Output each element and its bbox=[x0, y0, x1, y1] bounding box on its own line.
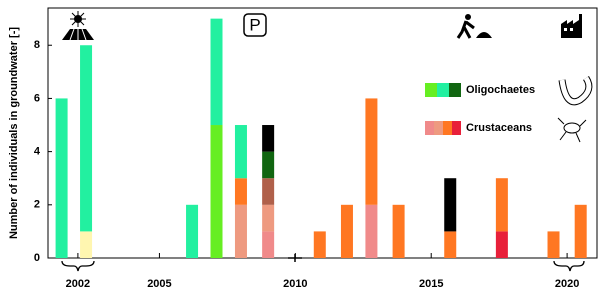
bar-segment bbox=[80, 231, 93, 258]
bar-segment bbox=[234, 204, 247, 258]
parking-label: P bbox=[249, 15, 260, 34]
field-icon bbox=[62, 11, 94, 41]
bar-segment bbox=[55, 98, 68, 258]
y-axis-label: Number of individuals in groundwater [-] bbox=[8, 27, 20, 239]
legend-swatch bbox=[434, 121, 443, 135]
y-tick-label: 8 bbox=[34, 39, 40, 51]
legend-swatch bbox=[443, 121, 452, 135]
bar-segment bbox=[495, 178, 508, 232]
bar-segment bbox=[210, 125, 223, 259]
y-tick-label: 4 bbox=[34, 146, 41, 158]
y-tick-label: 0 bbox=[34, 252, 40, 264]
crustacean-icon bbox=[557, 117, 587, 143]
x-tick-label: 2015 bbox=[419, 278, 443, 290]
brace bbox=[61, 260, 95, 272]
x-tick-label: 2020 bbox=[555, 278, 579, 290]
bar-segment bbox=[340, 204, 353, 258]
legend-swatch bbox=[452, 121, 461, 135]
legend-swatch bbox=[425, 121, 434, 135]
brace bbox=[553, 260, 585, 272]
bar-segment bbox=[80, 45, 93, 232]
bar-segment bbox=[186, 204, 199, 258]
bar-segment bbox=[392, 204, 405, 258]
bar-segment bbox=[574, 204, 587, 258]
bar-segment bbox=[365, 98, 378, 205]
bar-segment bbox=[262, 178, 275, 205]
legend-swatch bbox=[425, 83, 437, 97]
bar-segment bbox=[262, 151, 275, 179]
y-tick-label: 6 bbox=[34, 92, 40, 104]
bar-segment bbox=[495, 231, 508, 258]
worm-icon bbox=[558, 76, 593, 106]
bar-segment bbox=[262, 125, 275, 152]
bar-segment bbox=[547, 231, 560, 258]
x-tick-label: 2005 bbox=[147, 278, 171, 290]
legend-label: Crustaceans bbox=[466, 122, 532, 134]
bar-segment bbox=[262, 204, 275, 232]
parking-icon: P bbox=[243, 13, 267, 37]
y-tick-label: 2 bbox=[34, 199, 40, 211]
bar-segment bbox=[234, 178, 247, 205]
bar-segment bbox=[313, 231, 326, 258]
factory-icon bbox=[561, 14, 582, 38]
x-tick-label: 2002 bbox=[66, 278, 90, 290]
bar-segment bbox=[262, 231, 275, 258]
bar-segment bbox=[444, 231, 457, 258]
x-tick-label: 2010 bbox=[283, 278, 307, 290]
bar-segment bbox=[210, 18, 223, 126]
bar-segment bbox=[365, 204, 378, 258]
legend-label: Oligochaetes bbox=[466, 84, 535, 96]
worker-icon bbox=[456, 14, 492, 39]
legend-swatch bbox=[437, 83, 449, 97]
legend-swatch bbox=[449, 83, 461, 97]
bar-segment bbox=[444, 178, 457, 232]
bar-segment bbox=[234, 125, 247, 179]
